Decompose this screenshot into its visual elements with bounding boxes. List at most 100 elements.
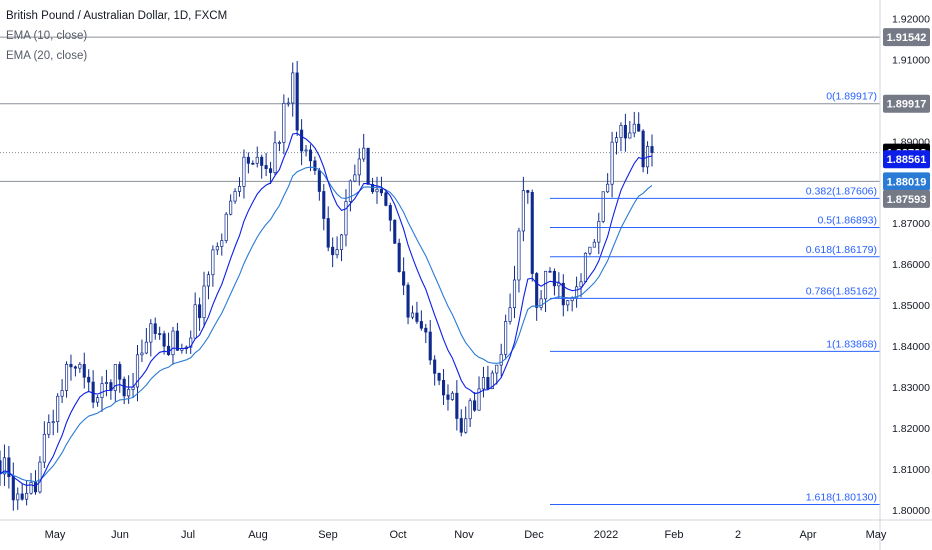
candle <box>512 265 517 319</box>
candle-body <box>597 221 601 243</box>
candle-body <box>450 392 454 400</box>
candle <box>113 364 117 402</box>
candle-body <box>69 363 73 368</box>
candle <box>69 354 73 381</box>
candle <box>0 450 2 486</box>
candle-body <box>11 476 15 501</box>
candle-body <box>317 170 321 192</box>
candle <box>548 267 552 273</box>
candle <box>632 111 636 138</box>
candle <box>42 421 46 469</box>
candle-body <box>47 422 51 435</box>
price-tag-label: 1.89917 <box>887 99 927 111</box>
candle-body <box>149 323 153 343</box>
candle-body <box>588 246 592 254</box>
candle-body <box>393 219 397 244</box>
fib-level-label: 0(1.89917) <box>826 91 877 103</box>
fib-level-label: 0.786(1.85162) <box>806 285 877 297</box>
candle <box>162 330 166 355</box>
y-tick-label: 1.86000 <box>892 259 930 271</box>
candle <box>198 297 202 331</box>
candle <box>477 376 481 411</box>
candle-body <box>64 363 69 391</box>
candle-body <box>415 312 419 322</box>
candle <box>437 372 441 386</box>
x-tick-label: Jun <box>111 529 129 541</box>
candle <box>331 237 335 268</box>
price-tag-label: 1.88019 <box>887 176 927 188</box>
candle-body <box>87 376 91 383</box>
candle <box>468 398 472 427</box>
candle <box>175 322 179 351</box>
candle-body <box>100 383 104 398</box>
candle <box>464 406 468 434</box>
candle-body <box>486 377 490 389</box>
candle-body <box>171 330 175 356</box>
candle-body <box>286 102 290 105</box>
fib-level-label: 1(1.83868) <box>826 338 877 350</box>
candle <box>455 380 459 431</box>
candle-body <box>140 352 144 356</box>
candle-body <box>379 188 383 194</box>
candle-body <box>113 364 117 391</box>
candle <box>51 409 55 436</box>
candle-body <box>362 147 366 160</box>
candle <box>339 233 344 262</box>
candle <box>410 305 415 320</box>
candle <box>375 176 379 204</box>
candle-body <box>118 364 122 380</box>
candle <box>220 233 224 256</box>
candle-body <box>282 103 286 143</box>
y-tick-label: 1.82000 <box>892 423 930 435</box>
candle-body <box>42 433 46 463</box>
y-tick-label: 1.83000 <box>892 382 930 394</box>
candle <box>415 301 419 324</box>
candle-body <box>544 270 548 300</box>
y-tick-label: 1.81000 <box>892 464 930 476</box>
candle <box>561 274 565 317</box>
candle <box>335 236 339 259</box>
candle <box>304 145 308 157</box>
candle-body <box>353 174 357 182</box>
candle <box>526 189 530 204</box>
candle-body <box>579 281 583 288</box>
candle <box>242 149 246 199</box>
candle <box>397 238 401 273</box>
candle <box>135 345 140 402</box>
candle <box>7 445 11 489</box>
candle-body <box>237 186 242 192</box>
candle-body <box>437 372 441 381</box>
candle-body <box>91 381 95 403</box>
candle-body <box>424 327 428 333</box>
candle-body <box>206 274 211 287</box>
candle <box>189 330 193 354</box>
x-tick-label: May <box>45 529 66 541</box>
candle-body <box>2 457 6 475</box>
candle-body <box>388 205 392 221</box>
candle-body <box>175 330 179 351</box>
candle <box>82 352 86 389</box>
candle-body <box>548 270 552 273</box>
candle <box>233 188 237 204</box>
candle <box>322 184 326 231</box>
candle-body <box>583 252 588 283</box>
ema10-line <box>0 132 653 487</box>
candle <box>202 271 206 328</box>
candle-body <box>33 482 38 493</box>
candle-body <box>162 333 166 347</box>
candle-body <box>371 184 375 193</box>
candle-body <box>211 249 215 276</box>
candle <box>353 164 357 183</box>
candle-body <box>153 323 157 334</box>
candle <box>623 113 627 152</box>
candle-body <box>446 394 450 400</box>
candle-body <box>566 300 570 306</box>
candle <box>295 60 299 136</box>
candle-body <box>295 72 299 131</box>
candle <box>637 112 641 132</box>
price-tag <box>883 172 930 191</box>
x-tick-label: 2022 <box>594 529 618 541</box>
candle <box>601 191 605 224</box>
candle <box>619 122 623 152</box>
